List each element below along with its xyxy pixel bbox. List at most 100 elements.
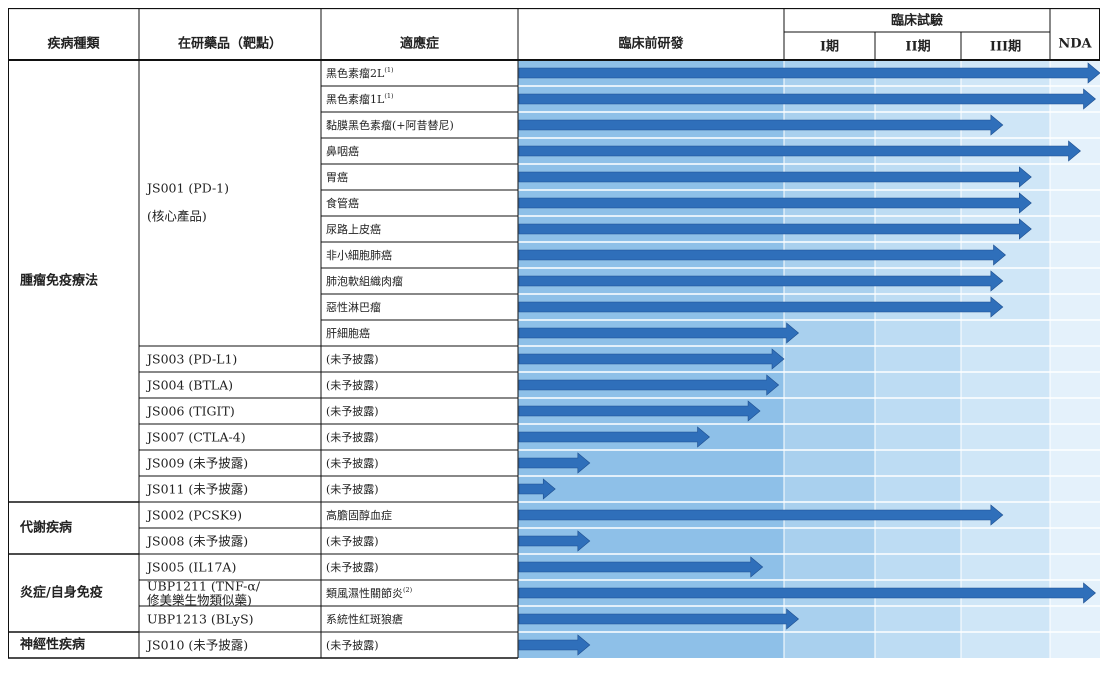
indication-label: (未予披露) <box>326 560 379 574</box>
disease-area: 神經性疾病 <box>20 637 85 653</box>
indication-label: (未予披露) <box>326 378 379 392</box>
indication-text: 系統性紅斑狼瘡 <box>326 612 403 626</box>
indication-text: (未予披露) <box>326 430 379 444</box>
indication-label: 肺泡軟組織肉瘤 <box>326 274 403 288</box>
indication-text: (未予披露) <box>326 378 379 392</box>
indication-text: (未予披露) <box>326 456 379 470</box>
indication-text: (未予披露) <box>326 352 379 366</box>
indication-label: 惡性淋巴瘤 <box>326 300 381 314</box>
progress-arrow <box>518 478 556 500</box>
stage-band-nda <box>1050 60 1100 658</box>
indication-label: 食管癌 <box>326 196 359 210</box>
product-name: JS002 (PCSK9) <box>145 508 242 523</box>
progress-arrow <box>518 504 1004 526</box>
indication-label: (未予披露) <box>326 430 379 444</box>
header-phase3: III期 <box>990 40 1021 55</box>
pipeline-table: 疾病種類 在研藥品（靶點） 適應症 臨床前研發 臨床試驗 I期 II期 III期 NDA 腫瘤免疫… <box>8 8 1100 659</box>
disease-area: 炎症/自身免疫 <box>20 585 103 601</box>
product-name: UBP1213 (BLyS) <box>147 612 254 627</box>
indication-text: 黑色素瘤2L <box>326 66 385 80</box>
indication-text: (未予披露) <box>326 482 379 496</box>
indication-text: 類風濕性關節炎 <box>326 586 403 600</box>
progress-arrow <box>518 114 1004 136</box>
header-clinical: 臨床試驗 <box>891 13 943 29</box>
indication-label: 非小細胞肺癌 <box>326 248 392 262</box>
product-name: JS009 (未予披露) <box>145 456 248 471</box>
product-name: JS006 (TIGIT) <box>145 404 235 419</box>
header-product: 在研藥品（靶點） <box>178 36 282 52</box>
indication-text: (未予披露) <box>326 560 379 574</box>
indication-label: (未予披露) <box>326 638 379 652</box>
indication-text: 肺泡軟組織肉瘤 <box>326 274 403 288</box>
progress-arrow <box>518 634 591 656</box>
indication-label: 尿路上皮癌 <box>326 222 381 236</box>
indication-label: 系統性紅斑狼瘡 <box>326 612 403 626</box>
product-name: JS005 (IL17A) <box>145 560 236 575</box>
stage-band-phase3 <box>961 60 1050 658</box>
disease-area: 腫瘤免疫療法 <box>20 273 98 289</box>
progress-arrow <box>518 166 1032 188</box>
disease-area: 代謝疾病 <box>19 520 72 536</box>
progress-arrow <box>518 140 1081 162</box>
indication-label: 肝細胞癌 <box>326 326 370 340</box>
indication-text: 胃癌 <box>326 170 348 184</box>
progress-arrow <box>518 400 761 422</box>
indication-label: (未予披露) <box>326 352 379 366</box>
indication-text: (未予披露) <box>326 534 379 548</box>
indication-label: 黑色素瘤2L(1) <box>326 66 394 80</box>
indication-text: 高膽固醇血症 <box>326 508 392 522</box>
indication-label: (未予披露) <box>326 404 379 418</box>
progress-arrow <box>518 88 1096 110</box>
progress-arrow <box>518 348 785 370</box>
header-phase1: I期 <box>820 40 839 55</box>
product-name: UBP1211 (TNF-α/ <box>147 579 261 594</box>
indication-text: 黏膜黑色素瘤(+阿昔替尼) <box>326 118 454 132</box>
product-name: JS004 (BTLA) <box>145 378 233 393</box>
indication-label: 黑色素瘤1L(1) <box>326 92 394 106</box>
stage-band-phase1 <box>784 60 875 658</box>
progress-arrow <box>518 270 1004 292</box>
header-indication: 適應症 <box>400 36 439 52</box>
product-name: JS003 (PD-L1) <box>145 352 237 367</box>
indication-text: 惡性淋巴瘤 <box>326 300 381 314</box>
progress-arrow <box>518 582 1096 604</box>
header-preclinical: 臨床前研發 <box>618 36 683 52</box>
indication-label: (未予披露) <box>326 534 379 548</box>
product-name: JS007 (CTLA-4) <box>145 430 246 445</box>
product-name: JS001 (PD-1) <box>145 181 229 196</box>
product-name: JS008 (未予披露) <box>145 534 248 549</box>
progress-arrow <box>518 62 1100 84</box>
indication-text: 肝細胞癌 <box>326 326 370 340</box>
footnote-marker: (1) <box>384 66 394 74</box>
product-note: (核心產品) <box>147 209 207 224</box>
product-name-line2: 修美樂生物類似藥) <box>147 593 252 608</box>
indication-text: 食管癌 <box>326 196 359 210</box>
indication-text: 非小細胞肺癌 <box>326 248 392 262</box>
indication-text: (未予披露) <box>326 638 379 652</box>
product-name: JS010 (未予披露) <box>145 638 248 653</box>
progress-arrow <box>518 452 591 474</box>
progress-arrow <box>518 374 780 396</box>
footnote-marker: (2) <box>403 586 413 594</box>
header-nda: NDA <box>1058 37 1092 52</box>
indication-label: 黏膜黑色素瘤(+阿昔替尼) <box>326 118 454 132</box>
progress-arrow <box>518 608 800 630</box>
indication-label: 高膽固醇血症 <box>326 508 392 522</box>
footnote-marker: (1) <box>384 92 394 100</box>
progress-arrow <box>518 192 1032 214</box>
progress-arrow <box>518 556 764 578</box>
indication-label: 類風濕性關節炎(2) <box>326 586 413 600</box>
indication-label: (未予披露) <box>326 456 379 470</box>
header-phase2: II期 <box>905 40 930 55</box>
indication-text: 尿路上皮癌 <box>326 222 381 236</box>
progress-arrow <box>518 530 591 552</box>
indication-label: (未予披露) <box>326 482 379 496</box>
header-disease: 疾病種類 <box>47 36 100 52</box>
progress-arrow <box>518 218 1032 240</box>
progress-arrow <box>518 296 1004 318</box>
indication-text: 鼻咽癌 <box>326 144 359 158</box>
indication-label: 鼻咽癌 <box>326 144 359 158</box>
indication-text: 黑色素瘤1L <box>326 92 385 106</box>
progress-arrow <box>518 426 710 448</box>
indication-text: (未予披露) <box>326 404 379 418</box>
